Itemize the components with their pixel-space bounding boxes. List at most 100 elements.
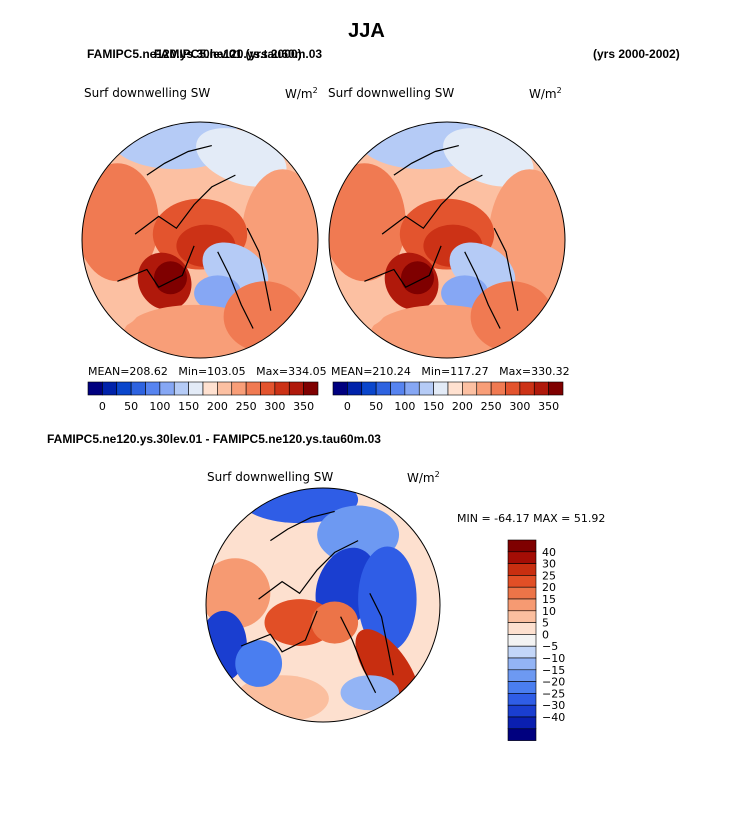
colorbar-cell <box>519 381 535 396</box>
field-patch <box>329 163 406 282</box>
colorbar-cell <box>507 575 537 588</box>
years-label: (yrs 2000-2002) <box>593 47 680 61</box>
colorbar-tick-label: 0 <box>344 400 351 413</box>
colorbar-tick-label: 250 <box>236 400 257 413</box>
field-patch <box>153 261 188 295</box>
colorbar-cell <box>507 704 537 718</box>
colorbar-tick-label: 25 <box>542 569 556 582</box>
field-patch <box>329 281 388 329</box>
case-label-b: FAMIPC5.ne120.ys.tau60m.03 <box>154 47 323 61</box>
map-border <box>205 487 441 723</box>
colorbar-tick-label: 20 <box>542 581 556 594</box>
colorbar-cell <box>447 381 463 396</box>
colorbar-cell <box>548 381 564 396</box>
colorbar-cell <box>130 381 146 396</box>
diff-title: FAMIPC5.ne120.ys.30lev.01 - FAMIPC5.ne12… <box>47 432 381 446</box>
field-patch <box>82 163 159 282</box>
coastline <box>240 610 318 653</box>
panel2-stats: MEAN=210.24 Min=117.27 Max=330.32 <box>331 365 570 378</box>
colorbar-cell <box>507 551 537 564</box>
colorbar-cell <box>245 381 261 396</box>
colorbar-tick-label: 150 <box>423 400 444 413</box>
panel1-map <box>82 122 318 358</box>
colorbar-cell <box>507 622 537 635</box>
panel2-map <box>329 122 565 358</box>
colorbar-tick-label: −5 <box>542 640 558 653</box>
colorbar-tick-label: 350 <box>538 400 559 413</box>
colorbar-cell <box>87 381 103 396</box>
coastline <box>393 145 459 176</box>
colorbar-cell <box>507 539 537 553</box>
field-patch <box>82 281 141 329</box>
colorbar-tick-label: 300 <box>264 400 285 413</box>
coastline <box>493 227 519 311</box>
coastline <box>246 227 272 311</box>
coastline <box>369 593 394 676</box>
field-patch <box>235 640 283 687</box>
colorbar-cell <box>347 381 363 396</box>
panel3-title: Surf downwelling SW <box>207 470 334 484</box>
panel2-title: Surf downwelling SW <box>328 86 455 100</box>
colorbar-cell <box>507 563 537 576</box>
colorbar-tick-label: 200 <box>452 400 473 413</box>
colorbar-cell <box>202 381 218 396</box>
colorbar-tick-label: 0 <box>99 400 106 413</box>
field-patch <box>400 261 435 295</box>
colorbar-cell <box>145 381 161 396</box>
coastline <box>270 510 335 542</box>
panel1-stats: MEAN=208.62 Min=103.05 Max=334.05 <box>88 365 327 378</box>
colorbar-cell <box>375 381 391 396</box>
colorbar-cell <box>433 381 449 396</box>
colorbar-tick-label: −20 <box>542 676 565 689</box>
map-border <box>328 121 566 359</box>
panel1-colorbar: 0 50 100 150 200 250 300 350 <box>87 381 319 413</box>
field-patch <box>206 558 271 629</box>
colorbar-cell <box>390 381 406 396</box>
colorbar-tick-label: 300 <box>509 400 530 413</box>
figure-title: JJA <box>348 20 385 42</box>
map-border <box>81 121 319 359</box>
field-patch <box>443 128 534 187</box>
colorbar-tick-label: −15 <box>542 664 565 677</box>
colorbar-cell <box>418 381 434 396</box>
colorbar-cell <box>462 381 478 396</box>
colorbar-cell <box>173 381 189 396</box>
colorbar-tick-label: −40 <box>542 711 565 724</box>
colorbar-cell <box>507 586 537 600</box>
colorbar-cell <box>217 381 233 396</box>
colorbar-cell <box>507 681 537 694</box>
colorbar-cell <box>231 381 247 396</box>
colorbar-cell <box>490 381 506 396</box>
colorbar-tick-label: −25 <box>542 687 565 700</box>
coastline <box>217 251 254 329</box>
panel2-colorbar: 0 50 100 150 200 250 300 350 <box>332 381 564 413</box>
field-patch <box>358 546 417 652</box>
colorbar-tick-label: 200 <box>207 400 228 413</box>
colorbar-cell <box>361 381 377 396</box>
colorbar-tick-label: 40 <box>542 546 556 559</box>
panel3-units: W/m2 <box>407 470 440 485</box>
colorbar-cell <box>102 381 118 396</box>
colorbar-tick-label: 250 <box>481 400 502 413</box>
colorbar-tick-label: 10 <box>542 605 556 618</box>
colorbar-tick-label: 0 <box>542 628 549 641</box>
field-patch <box>311 601 359 644</box>
panel1-title: Surf downwelling SW <box>84 86 211 100</box>
colorbar-cell <box>533 381 549 396</box>
colorbar-cell <box>507 669 537 682</box>
field-patch <box>196 128 287 187</box>
colorbar-tick-label: 100 <box>394 400 415 413</box>
coastline <box>340 616 377 694</box>
colorbar-tick-label: 5 <box>542 617 549 630</box>
panel1-units: W/m2 <box>285 86 318 101</box>
colorbar-cell <box>507 634 537 647</box>
coastline <box>464 251 501 329</box>
panel3-stats: MIN = -64.17 MAX = 51.92 <box>457 512 606 525</box>
colorbar-cell <box>507 716 537 730</box>
colorbar-tick-label: −30 <box>542 699 565 712</box>
colorbar-cell <box>507 693 537 706</box>
colorbar-tick-label: 350 <box>293 400 314 413</box>
colorbar-cell <box>274 381 290 396</box>
coastline <box>117 245 195 288</box>
colorbar-cell <box>505 381 521 396</box>
